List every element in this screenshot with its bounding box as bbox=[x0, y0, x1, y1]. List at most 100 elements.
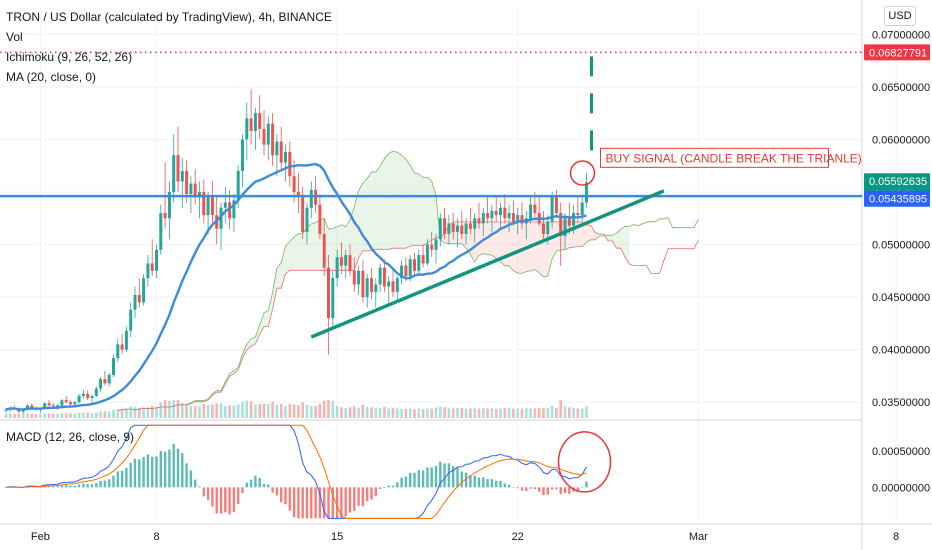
indicator-label-ichimoku[interactable]: Ichimoku (9, 26, 52, 26) bbox=[6, 50, 133, 64]
price-tick-label: 0.06500000 bbox=[872, 82, 930, 94]
candle-body bbox=[236, 170, 240, 201]
macd-histogram-bar bbox=[176, 448, 180, 488]
price-badge-value: 0.05592635 bbox=[869, 176, 927, 188]
volume-bar bbox=[245, 400, 249, 418]
candle-body bbox=[400, 265, 404, 279]
volume-bar bbox=[456, 407, 459, 418]
macd-histogram-bar bbox=[550, 487, 554, 490]
candle-body bbox=[4, 409, 8, 411]
candle-body bbox=[60, 400, 64, 406]
candle-body bbox=[167, 191, 171, 219]
volume-bar bbox=[340, 407, 343, 418]
macd-histogram-bar bbox=[52, 486, 55, 488]
volume-bar bbox=[112, 409, 115, 418]
cloud-segment bbox=[255, 324, 260, 344]
breakout-circle bbox=[569, 160, 596, 186]
volume-bar bbox=[310, 405, 313, 418]
price-tick-label: 0.07000000 bbox=[872, 29, 930, 41]
candle-body bbox=[464, 223, 468, 235]
macd-histogram-bar bbox=[357, 487, 360, 506]
macd-histogram-bar bbox=[378, 487, 382, 490]
macd-histogram-bar bbox=[211, 487, 214, 507]
cloud-segment bbox=[388, 150, 393, 250]
macd-histogram-bar bbox=[576, 487, 580, 491]
candle-body bbox=[305, 207, 309, 232]
cloud-segment bbox=[418, 174, 424, 246]
volume-bar bbox=[95, 412, 98, 418]
cloud-segment bbox=[491, 221, 497, 259]
volume-bar bbox=[176, 400, 180, 418]
volume-bar bbox=[464, 408, 468, 418]
volume-bar bbox=[228, 405, 231, 418]
candle-body bbox=[266, 123, 270, 145]
indicator-label-volume[interactable]: Vol bbox=[6, 30, 23, 44]
candle-body bbox=[370, 278, 373, 292]
macd-histogram-bar bbox=[120, 470, 124, 488]
candle-body bbox=[580, 202, 584, 216]
macd-histogram-bar bbox=[262, 483, 266, 488]
cloud-segment bbox=[470, 221, 475, 262]
volume-bar bbox=[249, 401, 253, 418]
time-tick-label: 22 bbox=[512, 531, 524, 543]
candle-body bbox=[21, 409, 25, 412]
candle-body bbox=[529, 204, 533, 219]
candle-body bbox=[253, 113, 257, 131]
macd-histogram-bar bbox=[495, 480, 498, 488]
macd-histogram-bar bbox=[129, 463, 132, 488]
macd-histogram-bar bbox=[538, 487, 541, 492]
candle-body bbox=[103, 379, 107, 384]
indicator-label-ma[interactable]: MA (20, close, 0) bbox=[6, 70, 97, 84]
candle-body bbox=[86, 393, 90, 399]
cloud-segment bbox=[586, 225, 591, 243]
candle-body bbox=[499, 207, 502, 216]
candle-body bbox=[361, 270, 365, 298]
volume-bar bbox=[146, 407, 150, 418]
price-tick-label: 0.04000000 bbox=[872, 345, 930, 357]
candle-body bbox=[223, 202, 227, 208]
macd-histogram-bar bbox=[503, 483, 506, 488]
candle-body bbox=[382, 267, 386, 287]
macd-histogram-bar bbox=[353, 487, 356, 512]
price-badge bbox=[864, 44, 930, 61]
volume-bar bbox=[365, 406, 369, 418]
cloud-segment bbox=[414, 172, 419, 246]
candle-body bbox=[374, 284, 378, 292]
candle-body bbox=[486, 213, 490, 219]
volume-bar bbox=[292, 404, 296, 418]
volume-bar bbox=[56, 413, 59, 418]
candle-body bbox=[296, 191, 300, 198]
candle-body bbox=[348, 255, 352, 271]
volume-bar bbox=[297, 405, 300, 418]
candle-body bbox=[99, 379, 103, 389]
volume-bar bbox=[451, 408, 455, 418]
macd-histogram-bar bbox=[452, 466, 455, 488]
macd-histogram-bar bbox=[344, 487, 347, 517]
candle-body bbox=[288, 152, 292, 177]
volume-bar bbox=[155, 406, 158, 418]
candle-body bbox=[417, 255, 421, 271]
candle-body bbox=[318, 204, 322, 235]
volume-bar bbox=[503, 407, 507, 418]
volume-bar bbox=[473, 407, 476, 418]
macd-histogram-bar bbox=[82, 483, 85, 488]
candle-body bbox=[262, 128, 266, 145]
candle-body bbox=[563, 218, 567, 237]
candle-body bbox=[327, 267, 330, 319]
macd-histogram-bar bbox=[348, 487, 352, 513]
indicator-label-macd[interactable]: MACD (12, 26, close, 9) bbox=[6, 430, 135, 444]
candle-body bbox=[284, 152, 287, 163]
candle-body bbox=[292, 176, 296, 192]
time-tick-label: 15 bbox=[331, 531, 343, 543]
volume-bar bbox=[370, 407, 373, 418]
candle-body bbox=[90, 395, 94, 399]
cloud-segment bbox=[264, 310, 269, 327]
macd-histogram-bar bbox=[86, 484, 89, 488]
volume-bar bbox=[421, 409, 425, 418]
candle-body bbox=[30, 405, 34, 408]
volume-bar bbox=[116, 409, 120, 418]
volume-bar bbox=[546, 407, 550, 418]
currency-button[interactable]: USD bbox=[884, 6, 916, 26]
volume-bar bbox=[43, 413, 46, 418]
candle-body bbox=[189, 183, 193, 195]
volume-bar bbox=[301, 402, 304, 418]
